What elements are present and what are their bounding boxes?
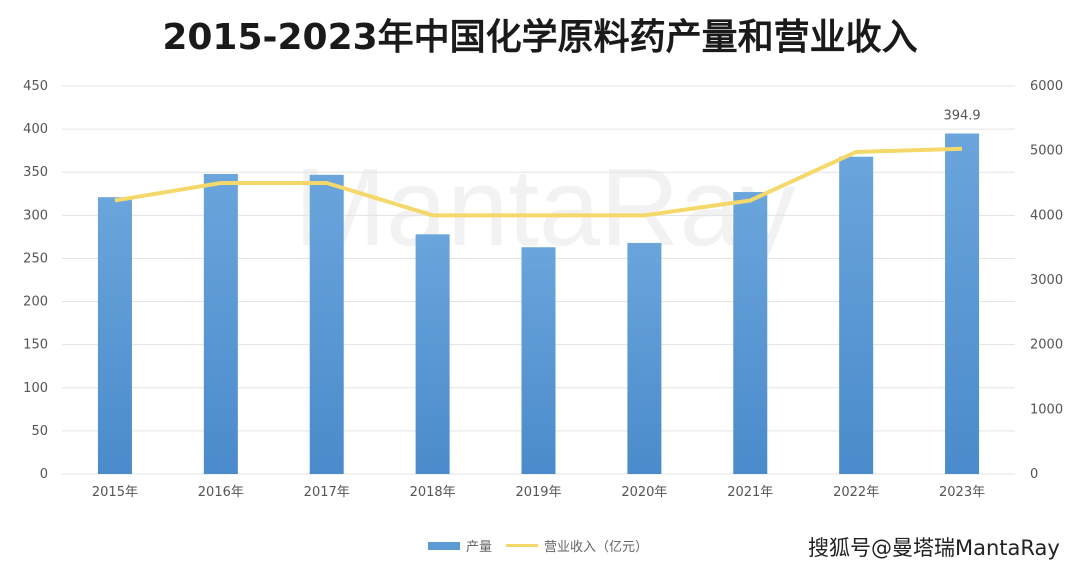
- source-credit: 搜狐号@曼塔瑞MantaRay: [808, 536, 1060, 560]
- y-left-tick-label: 50: [31, 424, 48, 439]
- y-right-tick-label: 4000: [1030, 208, 1063, 223]
- bar-2021年: [733, 192, 768, 474]
- x-tick-label: 2022年: [833, 485, 879, 500]
- y-left-tick-label: 250: [23, 251, 48, 266]
- legend: 产量 营业收入（亿元）: [428, 536, 648, 555]
- y-left-tick-label: 100: [23, 381, 48, 396]
- x-tick-label: 2023年: [939, 485, 985, 500]
- bar-2017年: [309, 174, 344, 474]
- bar-2016年: [203, 173, 238, 475]
- y-right-tick-label: 2000: [1030, 338, 1063, 353]
- y-right-tick-label: 3000: [1030, 273, 1063, 288]
- y-left-tick-label: 0: [40, 467, 48, 482]
- legend-label-bar: 产量: [466, 540, 493, 555]
- x-tick-label: 2018年: [410, 485, 456, 500]
- legend-swatch-bar: [428, 541, 460, 550]
- x-tick-label: 2019年: [515, 485, 561, 500]
- bar-2022年: [839, 156, 874, 475]
- bar-2018年: [415, 234, 450, 474]
- x-tick-label: 2017年: [304, 485, 350, 500]
- x-tick-label: 2015年: [92, 485, 138, 500]
- y-left-tick-label: 400: [23, 122, 48, 137]
- y-right-tick-label: 5000: [1030, 144, 1063, 159]
- x-tick-label: 2021年: [727, 485, 773, 500]
- y-right-tick-label: 0: [1030, 467, 1038, 482]
- y-right-tick-label: 1000: [1030, 402, 1063, 417]
- bar-2015年: [97, 197, 132, 474]
- legend-swatch-line: [506, 544, 539, 547]
- y-left-tick-label: 150: [23, 338, 48, 353]
- bar-2023年: [945, 133, 980, 475]
- y-left-tick-label: 450: [23, 79, 48, 94]
- x-tick-label: 2020年: [621, 485, 667, 500]
- y-right-tick-label: 6000: [1030, 79, 1063, 94]
- y-left-tick-label: 300: [23, 208, 48, 223]
- data-label: 394.9: [943, 109, 980, 124]
- bar-2020年: [627, 242, 662, 474]
- y-left-tick-label: 350: [23, 165, 48, 180]
- bar-2019年: [521, 247, 556, 474]
- legend-label-line: 营业收入（亿元）: [544, 540, 649, 555]
- y-left-tick-label: 200: [23, 295, 48, 310]
- x-tick-label: 2016年: [198, 485, 244, 500]
- chart-title: 2015-2023年中国化学原料药产量和营业收入: [162, 17, 918, 58]
